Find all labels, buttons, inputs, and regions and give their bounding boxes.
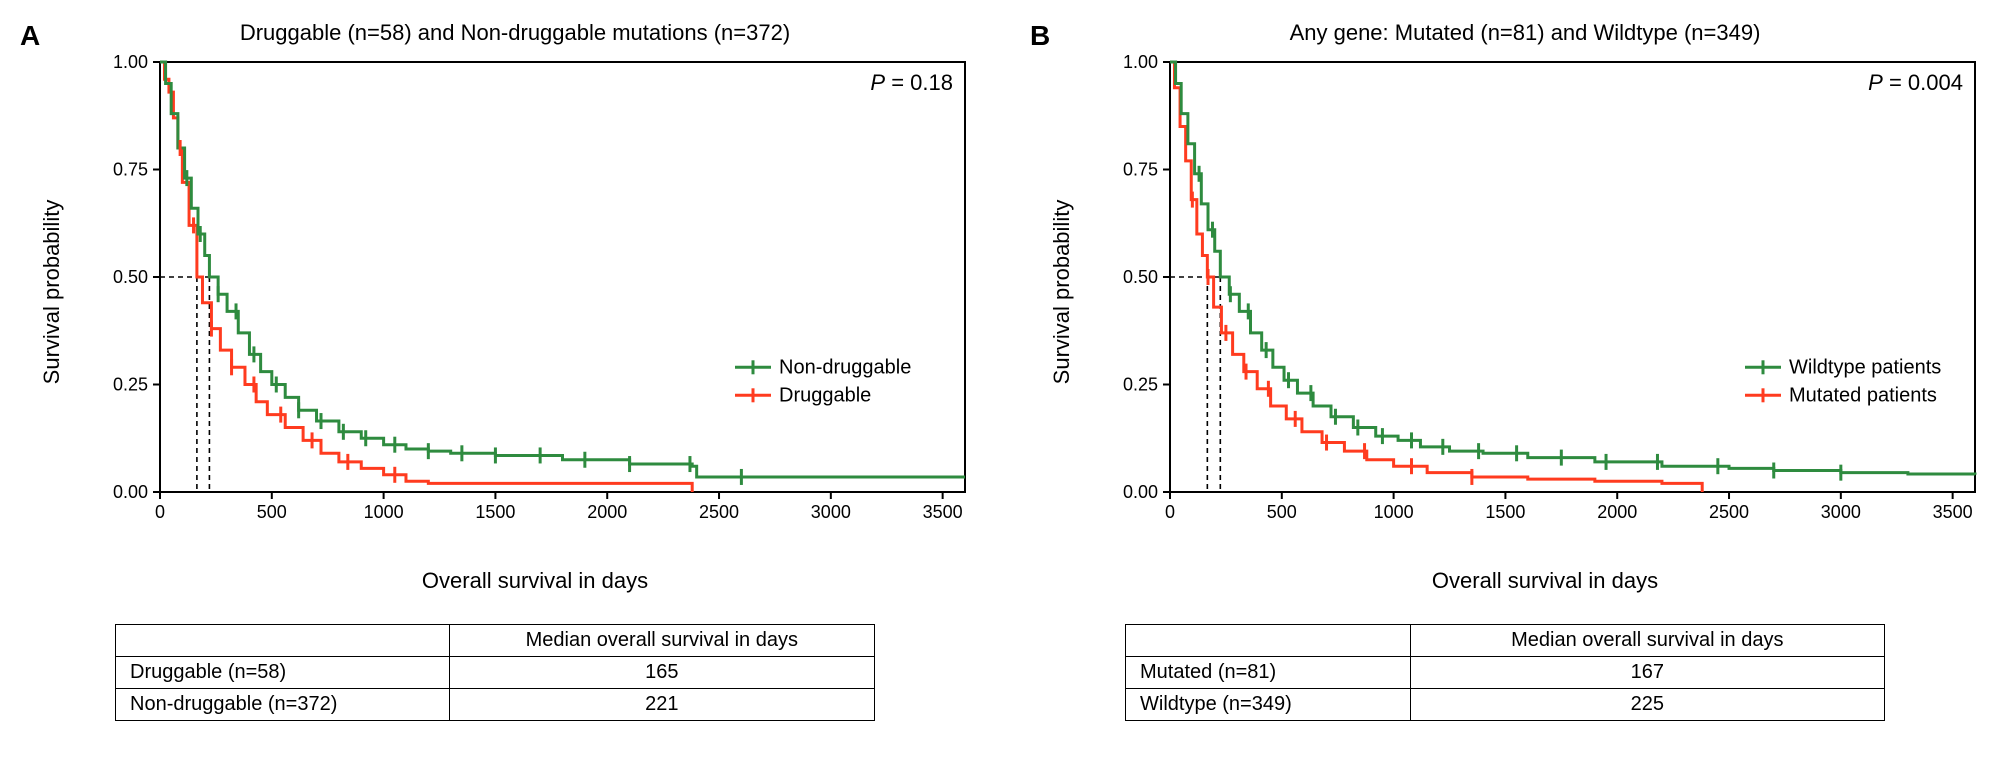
- table-B-row0-value: 167: [1410, 657, 1884, 689]
- svg-text:1500: 1500: [475, 502, 515, 522]
- x-axis-label-B: Overall survival in days: [1110, 568, 1980, 594]
- svg-text:1000: 1000: [364, 502, 404, 522]
- svg-text:1500: 1500: [1485, 502, 1525, 522]
- svg-text:0: 0: [1165, 502, 1175, 522]
- svg-text:2500: 2500: [1709, 502, 1749, 522]
- km-chart-A: 0.00 0.25 0.50 0.75 1.00 0 500 1000 1500 2000 2500…: [100, 52, 970, 532]
- svg-text:1000: 1000: [1374, 502, 1414, 522]
- svg-text:2000: 2000: [587, 502, 627, 522]
- panel-A: A Druggable (n=58) and Non-druggable mut…: [20, 20, 970, 721]
- chart-title-B: Any gene: Mutated (n=81) and Wildtype (n…: [1070, 20, 1980, 46]
- table-B-header-blank: [1126, 625, 1411, 657]
- table-B-header: Median overall survival in days: [1410, 625, 1884, 657]
- svg-text:0.75: 0.75: [1123, 160, 1158, 180]
- svg-text:1.00: 1.00: [113, 52, 148, 72]
- table-A-header-blank: [116, 625, 450, 657]
- svg-text:0: 0: [155, 502, 165, 522]
- y-axis-label-B: Survival probability: [1049, 200, 1075, 385]
- svg-text:500: 500: [1267, 502, 1297, 522]
- table-B: Median overall survival in days Mutated …: [1125, 624, 1885, 721]
- svg-text:Non-druggable: Non-druggable: [779, 356, 911, 378]
- svg-text:P = 0.004: P = 0.004: [1868, 70, 1963, 95]
- panel-B: B Any gene: Mutated (n=81) and Wildtype …: [1030, 20, 1980, 721]
- svg-text:3000: 3000: [811, 502, 851, 522]
- y-axis-label-A: Survival probability: [39, 200, 65, 385]
- svg-text:3500: 3500: [1933, 502, 1973, 522]
- svg-text:1.00: 1.00: [1123, 52, 1158, 72]
- panel-letter-A: A: [20, 20, 60, 52]
- svg-text:0.25: 0.25: [1123, 375, 1158, 395]
- x-axis-label-A: Overall survival in days: [100, 568, 970, 594]
- svg-text:Druggable: Druggable: [779, 384, 871, 406]
- svg-text:P = 0.18: P = 0.18: [870, 70, 953, 95]
- table-B-row0-label: Mutated (n=81): [1126, 657, 1411, 689]
- table-B-row1-label: Wildtype (n=349): [1126, 689, 1411, 721]
- table-A-row1-value: 221: [449, 689, 874, 721]
- svg-text:3000: 3000: [1821, 502, 1861, 522]
- svg-text:0.75: 0.75: [113, 160, 148, 180]
- svg-text:2500: 2500: [699, 502, 739, 522]
- table-A-header: Median overall survival in days: [449, 625, 874, 657]
- table-A-row0-label: Druggable (n=58): [116, 657, 450, 689]
- table-A: Median overall survival in days Druggabl…: [115, 624, 875, 721]
- table-A-row1-label: Non-druggable (n=372): [116, 689, 450, 721]
- panel-letter-B: B: [1030, 20, 1070, 52]
- chart-title-A: Druggable (n=58) and Non-druggable mutat…: [60, 20, 970, 46]
- svg-text:0.50: 0.50: [1123, 267, 1158, 287]
- figure-container: A Druggable (n=58) and Non-druggable mut…: [20, 20, 1980, 721]
- svg-text:Wildtype patients: Wildtype patients: [1789, 356, 1941, 378]
- svg-text:500: 500: [257, 502, 287, 522]
- table-A-row0-value: 165: [449, 657, 874, 689]
- svg-text:Mutated patients: Mutated patients: [1789, 384, 1937, 406]
- svg-text:3500: 3500: [923, 502, 963, 522]
- svg-text:0.25: 0.25: [113, 375, 148, 395]
- svg-text:0.00: 0.00: [1123, 482, 1158, 502]
- svg-text:2000: 2000: [1597, 502, 1637, 522]
- svg-text:0.50: 0.50: [113, 267, 148, 287]
- svg-text:0.00: 0.00: [113, 482, 148, 502]
- table-B-row1-value: 225: [1410, 689, 1884, 721]
- km-chart-B: 0.00 0.25 0.50 0.75 1.00 0 500 1000 1500 2000 2500…: [1110, 52, 1980, 532]
